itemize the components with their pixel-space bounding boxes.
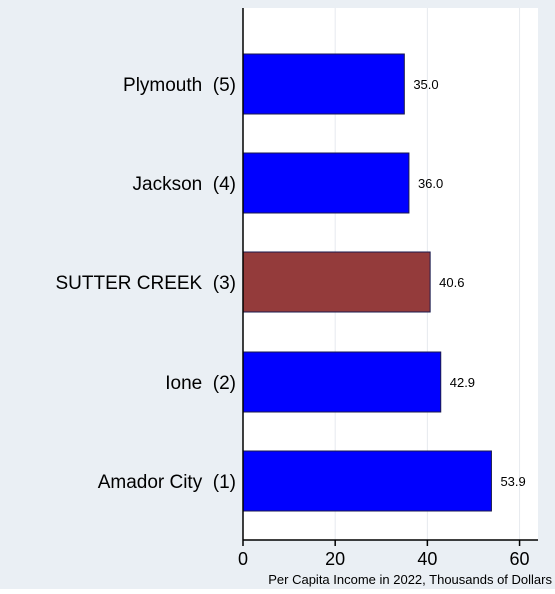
bars — [242, 53, 492, 512]
bar-1 — [242, 152, 410, 214]
data-label-4: 53.9 — [500, 474, 525, 489]
x-tick-label-60: 60 — [510, 549, 530, 569]
category-label-0: Plymouth (5) — [123, 75, 236, 96]
bar-3 — [242, 351, 442, 413]
bar-2 — [242, 251, 431, 313]
category-label-4: Amador City (1) — [98, 472, 236, 493]
category-labels: Plymouth (5) Jackson (4) SUTTER CREEK (3) I… — [55, 75, 236, 493]
bar-0 — [242, 53, 405, 115]
bar-4 — [242, 450, 492, 512]
category-label-3: Ione (2) — [165, 373, 236, 394]
category-label-1: Jackson (4) — [133, 174, 236, 195]
data-label-3: 42.9 — [450, 375, 475, 390]
x-tick-label-0: 0 — [238, 549, 248, 569]
category-label-2: SUTTER CREEK (3) — [55, 273, 236, 294]
x-tick-label-20: 20 — [325, 549, 345, 569]
data-label-1: 36.0 — [418, 176, 443, 191]
x-axis-title: Per Capita Income in 2022, Thousands of … — [268, 572, 552, 587]
x-tick-label-40: 40 — [417, 549, 437, 569]
data-label-0: 35.0 — [413, 77, 438, 92]
data-label-2: 40.6 — [439, 275, 464, 290]
data-labels: 35.0 36.0 40.6 42.9 53.9 — [413, 77, 525, 489]
axes: 0 20 40 60 — [238, 8, 538, 569]
